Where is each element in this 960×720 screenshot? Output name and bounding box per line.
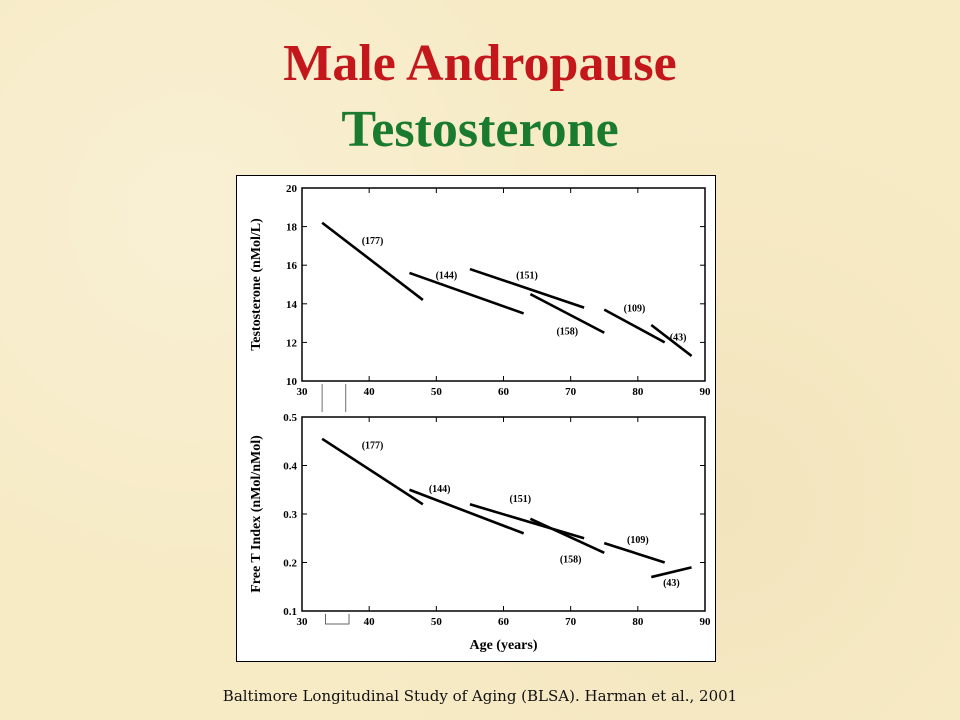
chart2-segment-label-2: (151) [509, 494, 531, 505]
chart1-segment-label-5: (43) [670, 332, 687, 343]
figure-panel: 30 40 50 60 70 80 90 10 12 14 16 18 20 Testosterone (… [236, 175, 716, 662]
slide-subtitle: Testosterone [341, 101, 619, 158]
chart1-segment-1 [409, 271, 525, 315]
chart1-xtick-label-1: 40 [364, 386, 376, 398]
chart2-xtick-label-6: 90 [700, 616, 712, 628]
chart1-xtick-label-0: 30 [297, 386, 309, 398]
chart1-segment-5 [650, 323, 693, 357]
chart1-segment-4 [603, 308, 666, 344]
chart2-segment-label-0: (177) [362, 441, 384, 452]
chart2-xtick-label-0: 30 [297, 616, 309, 628]
chart2-xtick-label-2: 50 [431, 616, 443, 628]
chart1-xtick-label-3: 60 [498, 386, 510, 398]
chart2-segment-label-1: (144) [429, 484, 451, 495]
slide-title: Male Andropause [283, 35, 677, 92]
charts-svg: 30 40 50 60 70 80 90 10 12 14 16 18 20 Testosterone (… [249, 183, 711, 653]
chart1-segment-0 [321, 221, 424, 301]
chart1-segment-label-2: (151) [516, 271, 538, 282]
chart2-segment-0 [321, 437, 424, 506]
chart1-ylabel: Testosterone (nMol/L) [249, 218, 264, 351]
chart1-ytick-label-5: 20 [286, 183, 298, 195]
chart1-segment-label-1: (144) [436, 271, 458, 282]
chart2-segment-2 [469, 503, 585, 540]
chart2-ytick-label-1: 0.2 [283, 558, 297, 570]
chart1-ytick-label-4: 18 [286, 222, 298, 234]
chart1-ytick-label-0: 10 [286, 376, 298, 388]
chart1-segment-label-4: (109) [624, 304, 646, 315]
chart2-xtick-label-1: 40 [364, 616, 376, 628]
chart1-segment-label-0: (177) [362, 236, 384, 247]
chart2-ytick-label-3: 0.4 [283, 461, 297, 473]
chart2-segment-1 [409, 488, 525, 535]
chart1-segment-3 [529, 292, 605, 334]
chart2-ytick-label-0: 0.1 [283, 606, 297, 618]
chart2-segment-label-3: (158) [560, 555, 582, 566]
chart2-ytick-label-2: 0.3 [283, 509, 297, 521]
chart2-ylabel: Free T Index (nMol/nMol) [249, 435, 264, 593]
chart2-xtick-label-3: 60 [498, 616, 510, 628]
chart2-segment-4 [603, 541, 666, 564]
chart1-segment-2 [469, 267, 585, 309]
chart1-segment-label-3: (158) [556, 327, 578, 338]
chart2-xtick-label-5: 80 [632, 616, 644, 628]
testosterone-chart: 30 40 50 60 70 80 90 10 12 14 16 18 20 Testosterone (… [249, 183, 711, 412]
chart2-segment-5 [650, 566, 692, 579]
chart1-plot-frame [301, 187, 706, 382]
chart2-bracket-mark [325, 614, 350, 625]
chart2-xtick-label-4: 70 [565, 616, 577, 628]
chart2-ytick-label-4: 0.5 [283, 412, 297, 424]
chart1-xtick-label-6: 90 [700, 386, 712, 398]
chart1-xtick-label-4: 70 [565, 386, 577, 398]
chart2-segment-3 [529, 517, 605, 554]
chart1-ytick-label-1: 12 [286, 337, 298, 349]
chart1-xtick-label-2: 50 [431, 386, 443, 398]
chart1-xtick-label-5: 80 [632, 386, 644, 398]
chart2-segment-label-5: (43) [663, 578, 680, 589]
chart2-xlabel: Age (years) [469, 638, 537, 653]
free-t-index-chart: 30 40 50 60 70 80 90 0.1 0.2 0.3 0.4 0.5 Free T Inde… [249, 412, 711, 653]
citation: Baltimore Longitudinal Study of Aging (B… [222, 687, 738, 705]
chart1-ytick-label-2: 14 [286, 299, 298, 311]
chart2-segment-label-4: (109) [627, 535, 649, 546]
chart1-ytick-label-3: 16 [286, 260, 298, 272]
chart1-bracket-mark [321, 384, 347, 412]
